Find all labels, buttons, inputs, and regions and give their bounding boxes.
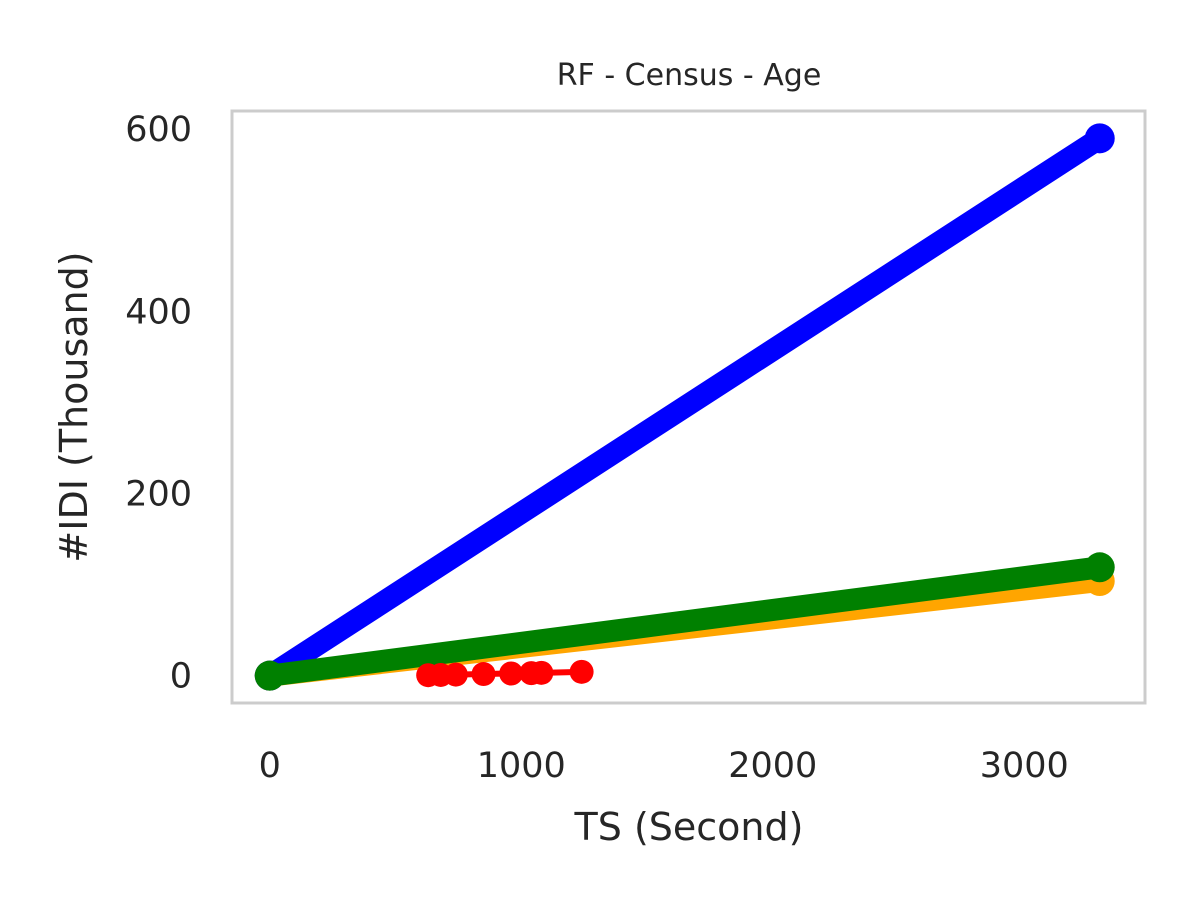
series-1-line: [258, 127, 1111, 687]
x-tick-label: 1000: [477, 746, 566, 786]
y-tick-label: 200: [125, 475, 192, 515]
series-3-point: [443, 662, 468, 687]
x-tick-label: 3000: [980, 746, 1069, 786]
x-axis-ticks: 0 1000 2000 3000: [259, 746, 1069, 786]
series-1-point: [1084, 123, 1115, 154]
series-3-point: [499, 661, 524, 686]
series-2-line: [258, 556, 1111, 687]
series-2-point: [254, 660, 285, 691]
chart-title: RF - Census - Age: [557, 58, 822, 93]
series-2-point: [1084, 552, 1115, 583]
series-3: [416, 659, 594, 688]
x-axis-label: TS (Second): [574, 805, 804, 849]
y-tick-label: 600: [125, 110, 192, 150]
series-3-point: [471, 662, 496, 687]
y-tick-label: 0: [170, 657, 192, 697]
series-3-point: [569, 659, 594, 684]
y-tick-label: 400: [125, 292, 192, 332]
y-axis-label: #IDI (Thousand): [52, 251, 96, 562]
x-tick-label: 0: [259, 746, 281, 786]
x-tick-label: 2000: [728, 746, 817, 786]
series-layer: [254, 123, 1115, 691]
series-2: [254, 552, 1115, 691]
y-axis-ticks: 0 200 400 600: [125, 110, 192, 696]
series-3-point: [529, 660, 554, 685]
